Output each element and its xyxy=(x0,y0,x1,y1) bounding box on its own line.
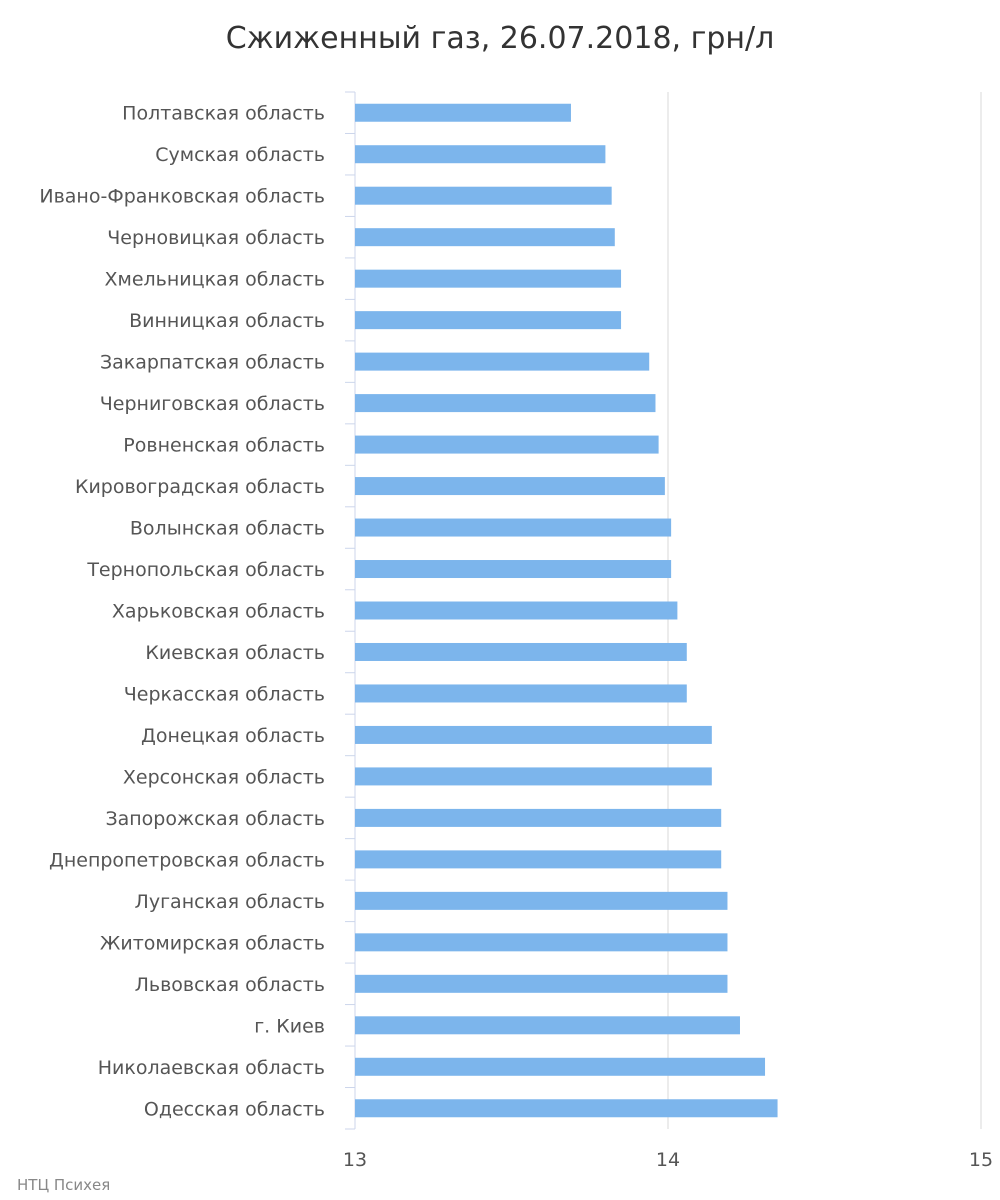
category-label: Донецкая область xyxy=(141,725,325,747)
x-tick-label: 15 xyxy=(969,1149,993,1171)
category-label: Николаевская область xyxy=(98,1057,325,1079)
bar xyxy=(355,684,687,703)
bar xyxy=(355,103,571,122)
bar xyxy=(355,767,712,786)
bar xyxy=(355,352,650,371)
bar xyxy=(355,725,712,744)
bar xyxy=(355,808,722,827)
category-label: Днепропетровская область xyxy=(49,849,325,871)
category-label: Черниговская область xyxy=(100,393,325,415)
bar xyxy=(355,933,728,952)
category-label: Житомирская область xyxy=(100,932,325,954)
bar xyxy=(355,1099,778,1118)
bar xyxy=(355,1016,740,1035)
bar xyxy=(355,518,672,537)
category-label: Львовская область xyxy=(135,974,325,996)
category-label: Винницкая область xyxy=(129,310,325,332)
category-label: Запорожская область xyxy=(105,808,325,830)
category-label: Закарпатская область xyxy=(100,352,325,374)
category-label: Луганская область xyxy=(135,891,325,913)
category-label: Ровненская область xyxy=(123,435,325,457)
category-label: Волынская область xyxy=(130,518,325,540)
bar xyxy=(355,477,665,496)
chart-title: Сжиженный газ, 26.07.2018, грн/л xyxy=(226,21,775,56)
bar xyxy=(355,145,606,164)
bar xyxy=(355,891,728,910)
category-label: Черновицкая область xyxy=(107,227,325,249)
x-tick-label: 14 xyxy=(656,1149,680,1171)
x-tick-label: 13 xyxy=(343,1149,367,1171)
bar xyxy=(355,850,722,869)
category-label: Тернопольская область xyxy=(86,559,325,581)
bar xyxy=(355,560,672,579)
category-label: Полтавская область xyxy=(122,103,325,125)
category-label: г. Киев xyxy=(254,1015,325,1037)
bar xyxy=(355,642,687,661)
category-label: Кировоградская область xyxy=(75,476,325,498)
category-label: Черкасская область xyxy=(124,683,325,705)
category-label: Херсонская область xyxy=(123,766,325,788)
category-label: Одесская область xyxy=(144,1098,325,1120)
bar xyxy=(355,435,659,454)
category-label: Харьковская область xyxy=(112,601,325,623)
category-label: Ивано-Франковская область xyxy=(39,186,325,208)
bar xyxy=(355,269,622,288)
chart-credit[interactable]: НТЦ Психея xyxy=(17,1176,110,1194)
bar xyxy=(355,228,615,247)
bar xyxy=(355,186,612,205)
bar xyxy=(355,1057,766,1076)
category-label: Сумская область xyxy=(155,144,325,166)
bar xyxy=(355,601,678,620)
bar xyxy=(355,974,728,993)
bar xyxy=(355,394,656,413)
category-label: Киевская область xyxy=(145,642,325,664)
category-label: Хмельницкая область xyxy=(104,269,325,291)
bar xyxy=(355,311,622,330)
